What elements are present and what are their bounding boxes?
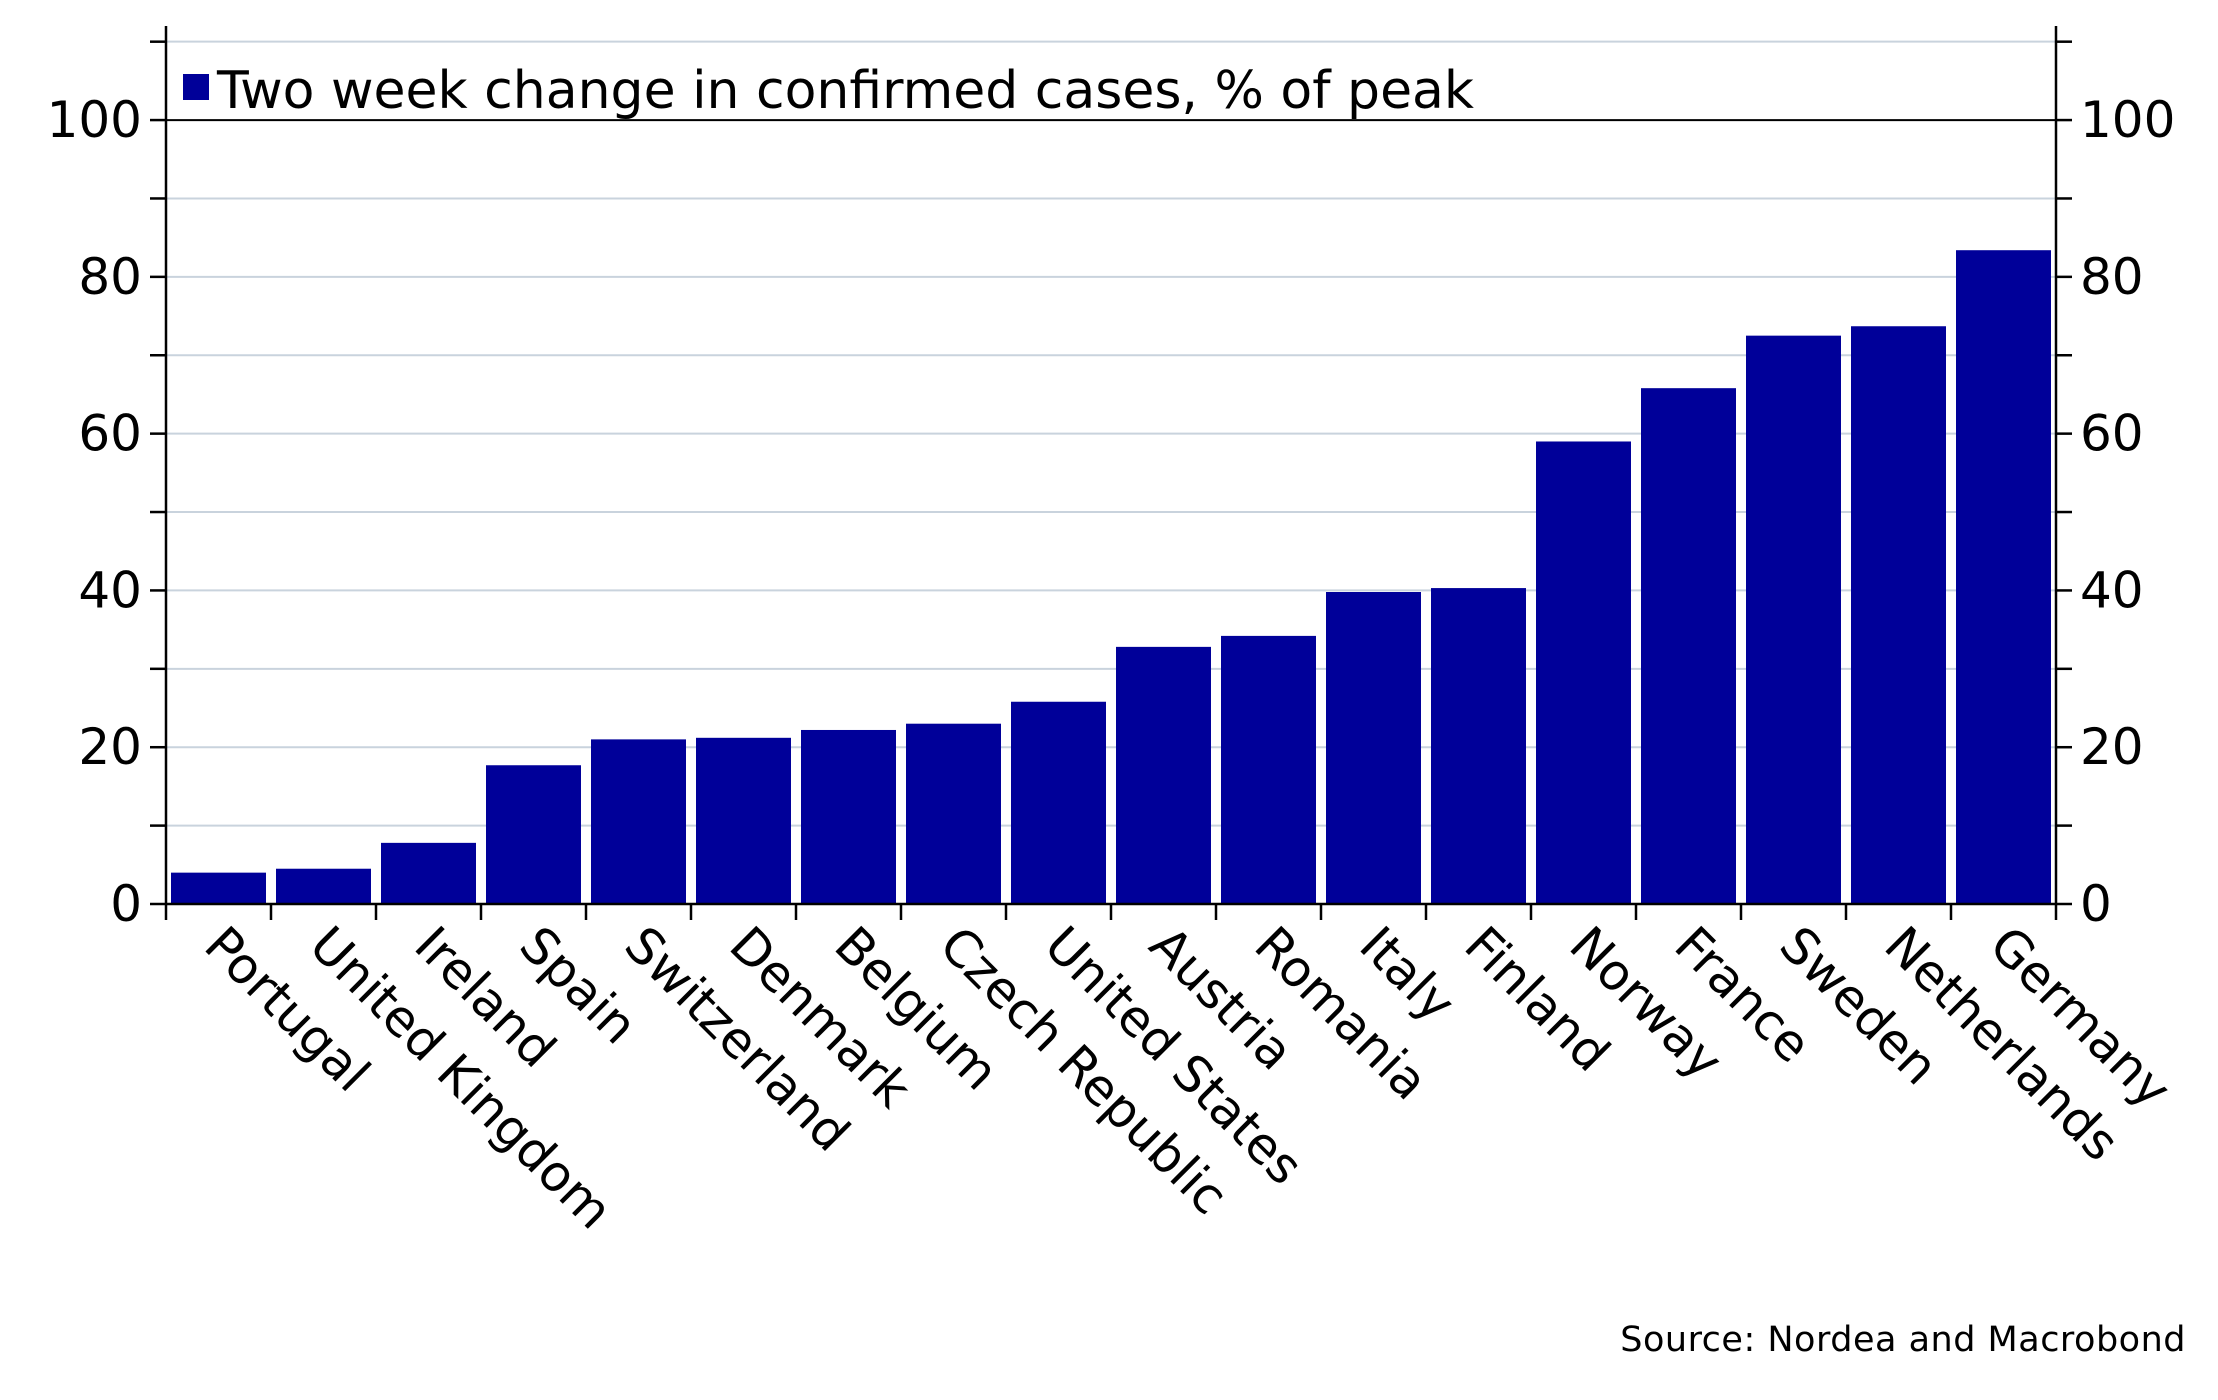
bar-italy [1326,591,1421,904]
bar-spain [486,765,581,904]
bar-germany [1956,250,2051,905]
source-note: Source: Nordea and Macrobond [1620,1320,2186,1360]
bar-austria [1116,646,1211,904]
bar-united-states [1011,701,1106,904]
y-tick-label-right: 80 [2080,248,2144,306]
bar-united-kingdom [276,868,371,904]
y-tick-label-right: 0 [2080,875,2112,933]
bar-belgium [801,729,896,904]
y-tick-label-right: 100 [2080,91,2175,149]
bar-romania [1221,635,1316,904]
bar-czech-republic [906,723,1001,904]
gridlines [166,40,2056,827]
legend-swatch [183,74,209,100]
bar-netherlands [1851,326,1946,904]
bar-sweden [1746,335,1841,904]
y-tick-label-left: 100 [47,91,142,149]
y-tick-label-right: 40 [2080,561,2144,619]
y-tick-label-right: 60 [2080,405,2144,463]
y-tick-label-left: 20 [78,718,142,776]
bar-france [1641,388,1736,904]
y-tick-label-right: 20 [2080,718,2144,776]
bars [171,250,2051,905]
legend: Two week change in confirmed cases, % of… [183,61,1474,121]
y-tick-label-left: 60 [78,405,142,463]
bar-switzerland [591,739,686,904]
bar-ireland [381,842,476,904]
bar-norway [1536,441,1631,904]
bar-portugal [171,872,266,904]
bar-finland [1431,588,1526,904]
y-tick-label-left: 80 [78,248,142,306]
legend-label: Two week change in confirmed cases, % of… [216,61,1474,121]
y-tick-label-left: 0 [110,875,142,933]
y-tick-label-left: 40 [78,561,142,619]
bar-denmark [696,737,791,904]
